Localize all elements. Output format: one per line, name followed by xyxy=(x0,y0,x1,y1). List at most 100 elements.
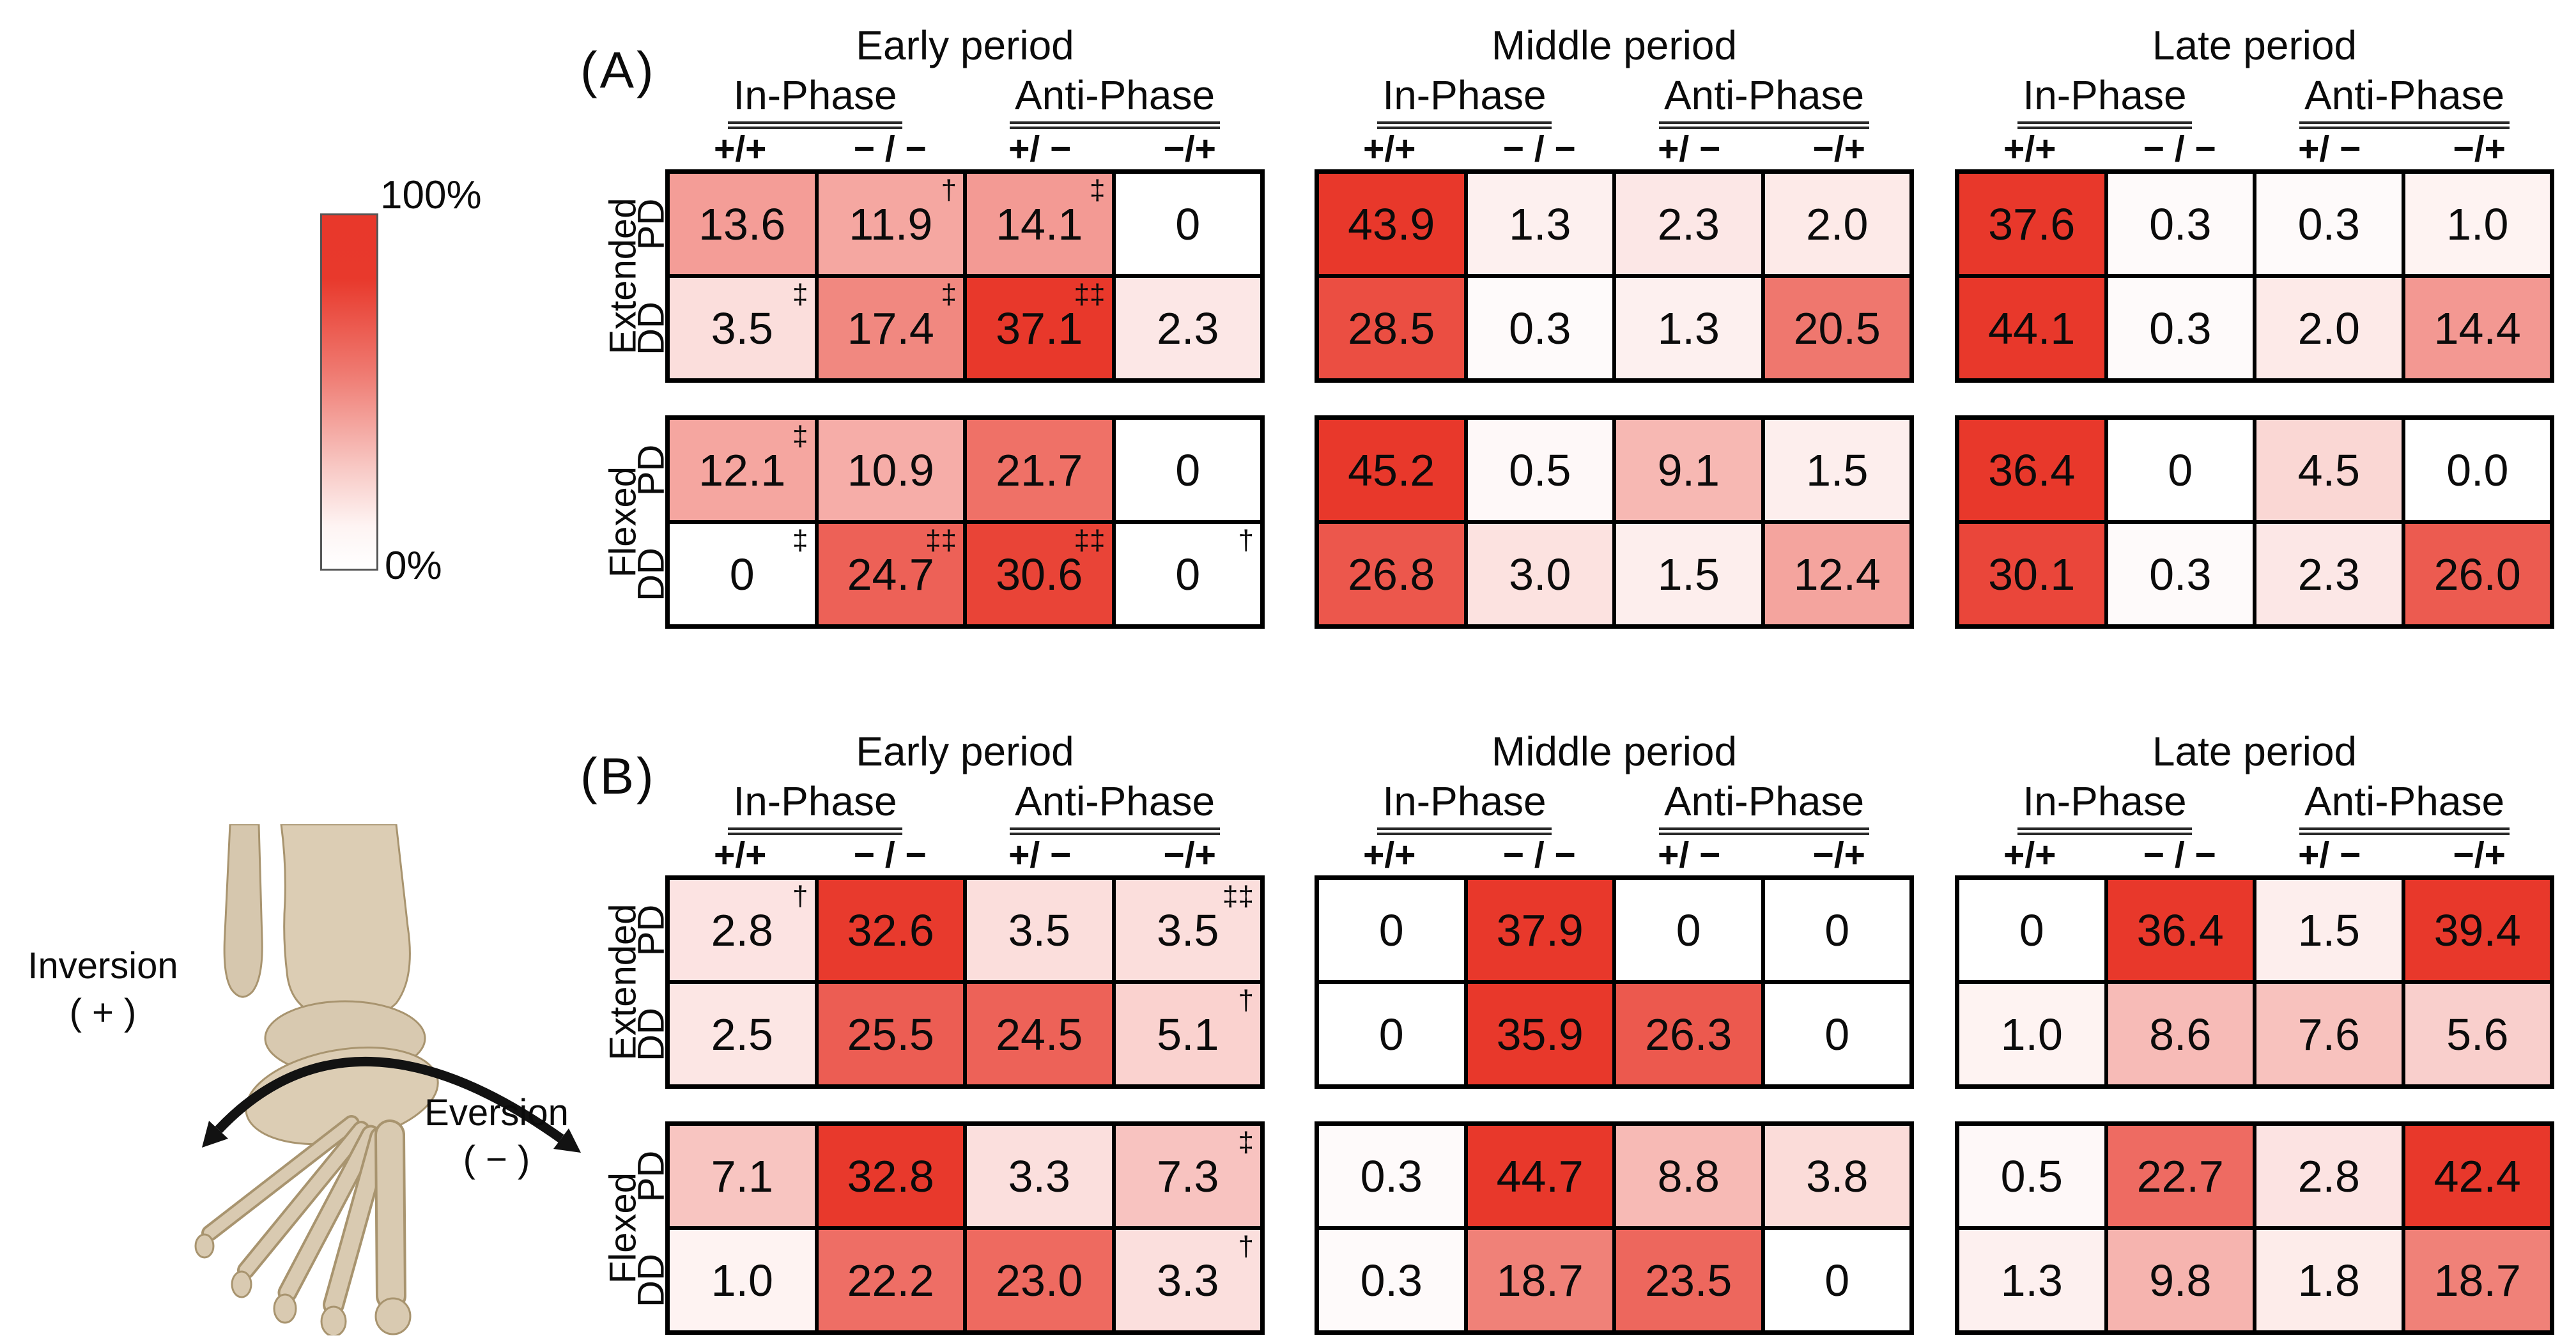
heatmap-table-flexed: 12.1 ‡ 10.9 21.7 0 0 ‡ 24.7 ‡‡ 30.6 ‡‡ 0 † xyxy=(665,415,1265,629)
cell-value: 24.7 xyxy=(847,549,934,599)
cell-value: 0.3 xyxy=(2149,549,2212,599)
anti-phase-header: Anti-Phase xyxy=(2255,778,2554,835)
heatmap-cell: 0.3 xyxy=(2255,172,2403,276)
cell-value: 2.5 xyxy=(711,1009,773,1059)
cell-value: 26.0 xyxy=(2433,549,2521,599)
in-phase-header: In-Phase xyxy=(1955,778,2255,835)
heatmap-cell: 0.5 xyxy=(1957,1124,2106,1228)
heatmap-cell: 18.7 xyxy=(1465,1228,1614,1332)
cell-value: 44.1 xyxy=(1988,303,2076,353)
cell-value: 30.1 xyxy=(1988,549,2076,599)
cell-value: 0 xyxy=(729,549,755,599)
cell-value: 37.1 xyxy=(996,303,1083,353)
cell-value: 43.9 xyxy=(1348,199,1435,249)
cell-value: 0 xyxy=(1175,199,1201,249)
heatmap-cell: 0 xyxy=(1317,982,1466,1086)
heatmap-cell: 11.9 † xyxy=(816,172,965,276)
cell-value: 0 xyxy=(1824,905,1850,955)
panel-label: (A) xyxy=(580,42,656,98)
subcol-header: −/+ xyxy=(2453,834,2506,875)
cell-value: 2.3 xyxy=(2297,549,2360,599)
subcol-header: +/+ xyxy=(2003,834,2056,875)
heatmap-cell: 2.0 xyxy=(1762,172,1911,276)
anti-phase-header: Anti-Phase xyxy=(1614,72,1914,129)
cell-value: 3.3 xyxy=(1008,1151,1070,1201)
heatmap-cell: 36.4 xyxy=(2106,878,2255,982)
heatmap-cell: 23.5 xyxy=(1614,1228,1763,1332)
cell-value: 3.8 xyxy=(1806,1151,1869,1201)
row-label: DD xyxy=(630,1254,672,1307)
cell-value: 7.6 xyxy=(2297,1009,2360,1059)
cell-significance-marker: ‡ xyxy=(792,525,808,556)
colorbar-max-label: 100% xyxy=(380,173,482,217)
arrowhead-right xyxy=(553,1128,581,1153)
cell-value: 1.5 xyxy=(1806,445,1869,495)
heatmap-cell: 5.1 † xyxy=(1113,982,1262,1086)
heatmap-cell: 35.9 xyxy=(1465,982,1614,1086)
cell-significance-marker: † xyxy=(941,174,957,206)
anti-phase-header: Anti-Phase xyxy=(2255,72,2554,129)
heatmap-cell: 45.2 xyxy=(1317,418,1466,522)
cell-value: 9.8 xyxy=(2149,1255,2212,1305)
fibula-bone xyxy=(223,824,263,998)
heatmap-cell: 0.3 xyxy=(2106,172,2255,276)
heatmap-cell: 3.8 xyxy=(1762,1124,1911,1228)
phase-header-text: Anti-Phase xyxy=(1009,778,1221,835)
phase-header-text: In-Phase xyxy=(2017,72,2192,129)
phase-header-text: Anti-Phase xyxy=(2299,778,2510,835)
heatmap-cell: 37.9 xyxy=(1465,878,1614,982)
heatmap-cell: 24.5 xyxy=(965,982,1114,1086)
cell-value: 0.3 xyxy=(2149,303,2212,353)
heatmap-cell: 8.8 xyxy=(1614,1124,1763,1228)
row-label: PD xyxy=(630,904,672,957)
heatmap-cell: 24.7 ‡‡ xyxy=(816,522,965,626)
cell-value: 0 xyxy=(1824,1009,1850,1059)
period-title: Early period xyxy=(856,22,1074,68)
cell-value: 0 xyxy=(1824,1255,1850,1305)
heatmap-cell: 1.3 xyxy=(1957,1228,2106,1332)
subcol-header: +/+ xyxy=(714,128,767,169)
heatmap-cell: 5.6 xyxy=(2403,982,2552,1086)
cell-value: 1.0 xyxy=(2000,1009,2063,1059)
cell-value: 36.4 xyxy=(1988,445,2076,495)
heatmap-cell: 0.3 xyxy=(2106,276,2255,380)
inversion-label: Inversion xyxy=(27,945,178,987)
phase-header-text: Anti-Phase xyxy=(1009,72,1221,129)
cell-value: 0 xyxy=(1676,905,1701,955)
heatmap-table-extended: 0 36.4 1.5 39.4 1.0 8.6 7.6 5.6 xyxy=(1955,875,2554,1089)
heatmap-cell: 17.4 ‡ xyxy=(816,276,965,380)
cell-value: 26.8 xyxy=(1348,549,1435,599)
phase-header-text: In-Phase xyxy=(728,72,902,129)
cell-value: 10.9 xyxy=(847,445,934,495)
heatmap-cell: 2.0 xyxy=(2255,276,2403,380)
heatmap-cell: 10.9 xyxy=(816,418,965,522)
cell-value: 1.5 xyxy=(1657,549,1720,599)
heatmap-cell: 42.4 xyxy=(2403,1124,2552,1228)
heatmap-cell: 12.1 ‡ xyxy=(668,418,817,522)
heatmap-cell: 3.5 ‡‡ xyxy=(1113,878,1262,982)
phase-header-text: Anti-Phase xyxy=(1658,778,1870,835)
cell-value: 32.8 xyxy=(847,1151,934,1201)
cell-significance-marker: † xyxy=(1238,985,1254,1016)
metatarsal-bones xyxy=(201,1115,406,1316)
heatmap-cell: 22.7 xyxy=(2106,1124,2255,1228)
cell-value: 0.3 xyxy=(2297,199,2360,249)
subcol-header: −/+ xyxy=(1163,128,1216,169)
in-phase-header: In-Phase xyxy=(665,72,965,129)
cell-value: 28.5 xyxy=(1348,303,1435,353)
cell-value: 2.8 xyxy=(2297,1151,2360,1201)
cell-value: 1.0 xyxy=(2446,199,2509,249)
in-phase-header: In-Phase xyxy=(1955,72,2255,129)
cell-value: 22.2 xyxy=(847,1255,934,1305)
heatmap-cell: 0 xyxy=(2106,418,2255,522)
heatmap-cell: 14.4 xyxy=(2403,276,2552,380)
cell-value: 24.5 xyxy=(996,1009,1083,1059)
subcol-header: +/ − xyxy=(2298,128,2361,169)
cell-value: 5.1 xyxy=(1157,1009,1219,1059)
cell-value: 37.6 xyxy=(1988,199,2076,249)
subcol-header: +/+ xyxy=(2003,128,2056,169)
cell-significance-marker: ‡ xyxy=(792,420,808,452)
cell-value: 3.5 xyxy=(1157,905,1219,955)
cell-value: 0 xyxy=(1378,1009,1404,1059)
cell-value: 0 xyxy=(2168,445,2193,495)
